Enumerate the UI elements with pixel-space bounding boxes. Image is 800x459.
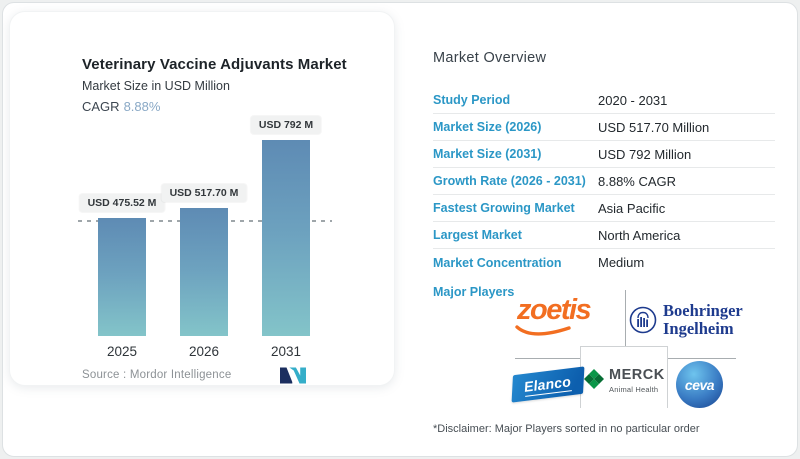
chart-cagr: CAGR 8.88% — [82, 99, 160, 114]
elanco-logo: Elanco — [511, 366, 585, 403]
zoetis-wordmark: zoetis — [517, 294, 592, 326]
row-label: Market Concentration — [433, 255, 562, 270]
bar-value-label: USD 517.70 M — [161, 184, 247, 202]
row-value: North America — [598, 227, 681, 243]
source-attribution: Source : Mordor Intelligence — [82, 369, 232, 381]
disclaimer-text: *Disclaimer: Major Players sorted in no … — [433, 423, 700, 435]
merck-pinwheel-icon — [584, 369, 604, 389]
row-value: 8.88% CAGR — [598, 173, 677, 189]
chart-title: Veterinary Vaccine Adjuvants Market — [82, 56, 347, 73]
bar-chart-plot: USD 475.52 M 2025 USD 517.70 M 2026 USD … — [10, 12, 394, 385]
row-value: USD 517.70 Million — [598, 119, 710, 135]
bar-2026 — [180, 208, 228, 336]
row-value: USD 792 Million — [598, 146, 692, 162]
row-value: Asia Pacific — [598, 200, 666, 216]
x-axis-tick: 2031 — [270, 344, 302, 359]
merck-wordmark: MERCK — [609, 367, 665, 383]
logo-grid-horizontal-divider — [515, 358, 580, 359]
boehringer-emblem-icon — [629, 306, 657, 334]
row-value: 2020 - 2031 — [598, 92, 668, 108]
bar-2025 — [98, 218, 146, 336]
merck-animal-health-label: Animal Health — [609, 385, 659, 394]
cagr-value: 8.88% — [123, 99, 161, 114]
bar-2031 — [262, 140, 310, 336]
merck-animal-health-logo: MERCK Animal Health — [583, 368, 665, 394]
table-row: Market Size (2031) USD 792 Million — [433, 141, 775, 168]
x-axis-tick: 2026 — [188, 344, 220, 359]
table-row: Market Concentration Medium — [433, 249, 775, 276]
row-label: Growth Rate (2026 - 2031) — [433, 174, 586, 188]
elanco-wordmark: Elanco — [523, 372, 573, 397]
ceva-wordmark: ceva — [684, 376, 715, 393]
table-row: Market Size (2026) USD 517.70 Million — [433, 114, 775, 141]
zoetis-swoosh-icon — [515, 325, 571, 336]
bar-value-label: USD 475.52 M — [79, 194, 165, 212]
chart-card: Veterinary Vaccine Adjuvants Market Mark… — [9, 11, 395, 386]
ceva-logo: ceva — [676, 361, 723, 408]
row-label: Market Size (2026) — [433, 120, 542, 134]
chart-subtitle: Market Size in USD Million — [82, 79, 230, 93]
table-row: Fastest Growing Market Asia Pacific — [433, 195, 775, 222]
bar-value-label: USD 792 M — [250, 116, 322, 134]
row-value: Medium — [598, 255, 645, 270]
row-label: Market Size (2031) — [433, 147, 542, 161]
mordor-intelligence-logo-icon — [280, 367, 306, 389]
major-players-label: Major Players — [433, 285, 515, 299]
row-label: Study Period — [433, 93, 511, 107]
logo-grid-horizontal-divider — [668, 358, 736, 359]
row-label: Fastest Growing Market — [433, 201, 575, 215]
zoetis-logo: zoetis — [515, 294, 617, 336]
table-row: Growth Rate (2026 - 2031) 8.88% CAGR — [433, 168, 775, 195]
major-players-section: Major Players zoetis Boehringer Ingelhei… — [433, 280, 775, 415]
row-label: Largest Market — [433, 228, 522, 242]
boehringer-wordmark: Boehringer Ingelheim — [663, 301, 743, 338]
overview-table: Study Period 2020 - 2031 Market Size (20… — [433, 87, 775, 276]
boehringer-ingelheim-logo: Boehringer Ingelheim — [629, 302, 743, 338]
cagr-label: CAGR — [82, 99, 120, 114]
logo-grid-vertical-divider — [625, 290, 626, 348]
x-axis-tick: 2025 — [106, 344, 138, 359]
table-row: Study Period 2020 - 2031 — [433, 87, 775, 114]
table-row: Largest Market North America — [433, 222, 775, 249]
overview-title: Market Overview — [433, 50, 547, 66]
